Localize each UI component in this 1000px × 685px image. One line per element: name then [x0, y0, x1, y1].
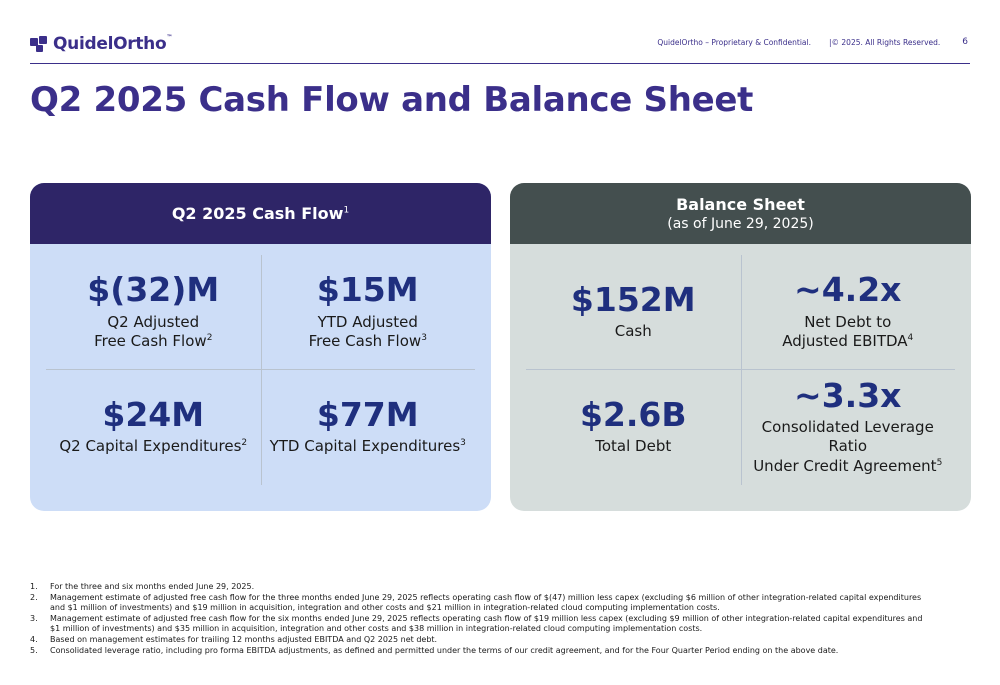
company-logo: QuidelOrtho™ — [30, 34, 172, 54]
logo-text: QuidelOrtho™ — [53, 34, 173, 54]
cash-flow-grid: $(32)M Q2 Adjusted Free Cash Flow2 $15M Y… — [46, 255, 475, 485]
metric-value: $24M — [102, 395, 205, 435]
footnote-item: 1. For the three and six months ended Jun… — [30, 582, 255, 591]
metric-label: Cash — [614, 322, 652, 341]
cash-flow-header: Q2 2025 Cash Flow1 — [30, 183, 491, 244]
metric-label: YTD Capital Expenditures3 — [269, 437, 466, 456]
cash-flow-panel: Q2 2025 Cash Flow1 $(32)M Q2 Adjusted Fre… — [30, 183, 491, 511]
metric-label: Q2 Adjusted Free Cash Flow2 — [94, 312, 213, 351]
metric-ytd-capex: $77M YTD Capital Expenditures3 — [261, 369, 476, 485]
header-meta: QuidelOrtho – Proprietary & Confidential… — [657, 37, 968, 47]
metric-net-debt-ebitda: ~4.2x Net Debt to Adjusted EBITDA4 — [741, 255, 956, 369]
balance-sheet-panel: Balance Sheet (as of June 29, 2025) $152… — [510, 183, 971, 511]
footnote-item: 5. Consolidated leverage ratio, including… — [30, 645, 839, 655]
footnote-item: 4. Based on management estimates for trai… — [30, 634, 438, 644]
metric-value: $2.6B — [579, 395, 687, 435]
metric-value: $(32)M — [87, 270, 220, 310]
footnote-item: 3. Management estimate of adjusted free c… — [30, 613, 923, 634]
footnotes: 1. For the three and six months ended Jun… — [30, 582, 930, 656]
metric-cash: $152M Cash — [526, 255, 741, 369]
metric-total-debt: $2.6B Total Debt — [526, 369, 741, 485]
metric-value: ~4.2x — [794, 270, 902, 310]
cash-flow-heading: Q2 2025 Cash Flow1 — [171, 204, 350, 223]
logo-mark-icon — [30, 35, 47, 53]
slide-header: QuidelOrtho™ QuidelOrtho – Proprietary &… — [30, 28, 970, 64]
metric-value: ~3.3x — [794, 375, 902, 415]
balance-sheet-grid: $152M Cash ~4.2x Net Debt to Adjusted EBI… — [526, 255, 955, 485]
metric-label: Q2 Capital Expenditures2 — [59, 437, 248, 456]
copyright-notice: |© 2025. All Rights Reserved. — [828, 37, 941, 47]
balance-sheet-header: Balance Sheet (as of June 29, 2025) — [510, 183, 971, 244]
metric-value: $77M — [316, 395, 419, 435]
confidential-notice: QuidelOrtho – Proprietary & Confidential… — [657, 37, 811, 47]
metric-q2-capex: $24M Q2 Capital Expenditures2 — [46, 369, 261, 485]
metric-label: Consolidated Leverage Ratio Under Credit … — [753, 417, 943, 475]
metric-label: Total Debt — [595, 437, 672, 456]
page-title: Q2 2025 Cash Flow and Balance Sheet — [30, 80, 754, 120]
metric-value: $152M — [570, 280, 696, 320]
metric-leverage-ratio: ~3.3x Consolidated Leverage Ratio Under C… — [741, 369, 956, 485]
balance-sheet-heading: Balance Sheet — [676, 195, 805, 214]
footnote-item: 2. Management estimate of adjusted free c… — [30, 592, 922, 613]
metric-value: $15M — [316, 270, 419, 310]
metric-q2-adjusted-fcf: $(32)M Q2 Adjusted Free Cash Flow2 — [46, 255, 261, 369]
metric-ytd-adjusted-fcf: $15M YTD Adjusted Free Cash Flow3 — [261, 255, 476, 369]
metric-label: Net Debt to Adjusted EBITDA4 — [782, 312, 914, 351]
metric-label: YTD Adjusted Free Cash Flow3 — [308, 312, 427, 351]
page-number: 6 — [962, 37, 968, 47]
balance-sheet-subheading: (as of June 29, 2025) — [667, 216, 814, 232]
